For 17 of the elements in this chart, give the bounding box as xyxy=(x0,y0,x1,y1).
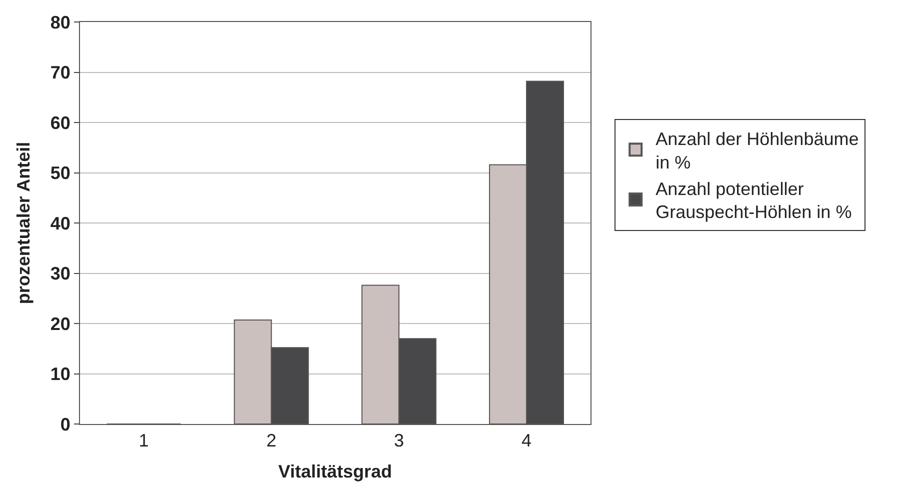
y-tick-label: 40 xyxy=(50,213,70,234)
y-tick-label: 70 xyxy=(50,62,70,83)
y-tick-label: 30 xyxy=(50,264,70,284)
y-tick-label: 0 xyxy=(60,414,70,434)
x-axis-title: Vitalitätsgrad xyxy=(278,462,392,482)
legend-label: Anzahl der Höhlenbäume in % xyxy=(656,128,859,172)
y-tick-label: 10 xyxy=(50,364,70,384)
y-tick-label: 60 xyxy=(50,112,70,133)
y-tick-label: 50 xyxy=(50,163,70,184)
x-tick-label: 3 xyxy=(394,430,404,451)
x-tick-label: 2 xyxy=(266,430,276,451)
y-tick-label: 20 xyxy=(50,314,70,334)
legend-label: Anzahl potentieller Grauspecht-Höhlen in % xyxy=(656,178,852,222)
y-tick-label: 80 xyxy=(50,12,70,32)
x-tick-label: 4 xyxy=(522,430,532,451)
y-axis-title: prozentualer Anteil xyxy=(14,142,34,304)
x-tick-label: 1 xyxy=(138,430,149,451)
